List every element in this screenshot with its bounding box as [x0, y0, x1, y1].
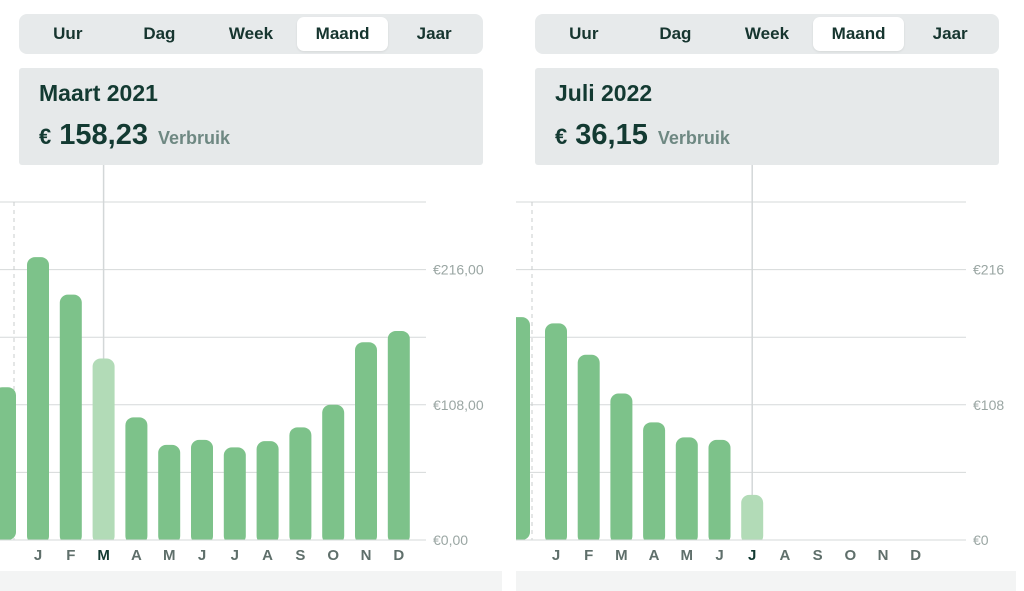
y-tick-label: €216	[973, 262, 1004, 278]
x-tick-label: M	[97, 547, 110, 564]
tooltip-label: Verbruik	[657, 128, 730, 148]
tab-week[interactable]: Week	[744, 24, 790, 43]
bar-5	[708, 439, 731, 544]
x-tick-label: J	[231, 547, 239, 564]
x-tick-label: J	[748, 547, 756, 564]
x-tick-label: N	[361, 547, 372, 564]
bar-7	[256, 441, 279, 544]
bar-8	[289, 427, 312, 544]
tooltip-amount: 36,15	[575, 119, 648, 151]
bar-4	[675, 437, 698, 544]
chart-panel-left: Uur Dag Week Maand Jaar €216,00 €108,00 €0…	[0, 0, 510, 591]
x-tick-label: N	[878, 547, 889, 564]
bar-6	[741, 494, 764, 544]
bar-0	[545, 323, 567, 544]
tooltip-period: Maart 2021	[39, 80, 158, 106]
bar-11	[387, 330, 410, 544]
bar-5	[191, 439, 213, 544]
bar-6	[223, 447, 246, 544]
bar-4	[158, 444, 181, 544]
tab-uur[interactable]: Uur	[569, 24, 599, 43]
bar-chart[interactable]: €216 €108 €0 J F M A M J J A S O N D	[516, 0, 1024, 591]
x-tick-label: J	[715, 547, 723, 564]
x-tick-label: A	[649, 547, 660, 564]
bar-0	[27, 257, 49, 544]
bar-chart[interactable]: €216,00 €108,00 €0,00 J F M A M J J A S O N D	[0, 0, 510, 591]
tab-dag[interactable]: Dag	[659, 24, 692, 43]
x-tick-label: F	[584, 547, 593, 564]
tooltip-card: Maart 2021 € 158,23 Verbruik	[19, 68, 483, 165]
x-tick-label: O	[327, 547, 339, 564]
bar-1	[59, 294, 82, 544]
footer-strip	[516, 571, 1016, 591]
bar-previous-year	[516, 317, 530, 540]
baseline-mask	[0, 540, 426, 546]
x-tick-label: S	[813, 547, 823, 564]
chart-panel-right: Uur Dag Week Maand Jaar €216 €108 €0 J F M A M J…	[516, 0, 1024, 591]
bar-9	[322, 404, 345, 544]
y-tick-label: €0,00	[433, 532, 468, 548]
tab-jaar[interactable]: Jaar	[932, 24, 968, 43]
bar-2	[610, 393, 633, 544]
period-tabs: Uur Dag Week Maand Jaar	[19, 14, 483, 54]
x-tick-label: J	[552, 547, 560, 564]
tab-jaar[interactable]: Jaar	[416, 24, 452, 43]
x-tick-label: D	[910, 547, 921, 564]
bar-3	[125, 417, 148, 544]
bar-2	[92, 358, 115, 544]
y-tick-label: €0	[973, 532, 989, 548]
x-tick-label: M	[163, 547, 176, 564]
x-tick-label: A	[262, 547, 273, 564]
x-tick-label: J	[198, 547, 206, 564]
x-tick-label: O	[844, 547, 856, 564]
x-tick-label: M	[615, 547, 628, 564]
tab-week[interactable]: Week	[228, 24, 274, 43]
x-tick-label: A	[131, 547, 142, 564]
y-tick-label: €108	[973, 397, 1004, 413]
tooltip-amount: 158,23	[59, 119, 148, 151]
x-tick-label: F	[66, 547, 75, 564]
tooltip-currency: €	[555, 124, 568, 149]
tooltip-currency: €	[39, 124, 52, 149]
tooltip-card: Juli 2022 € 36,15 Verbruik	[535, 68, 999, 165]
tab-dag[interactable]: Dag	[143, 24, 176, 43]
x-tick-label: S	[295, 547, 305, 564]
y-tick-label: €108,00	[433, 397, 484, 413]
x-tick-label: A	[779, 547, 790, 564]
tooltip-period: Juli 2022	[555, 80, 653, 106]
x-tick-label: J	[34, 547, 42, 564]
tooltip-label: Verbruik	[157, 128, 230, 148]
bar-10	[355, 342, 377, 544]
tab-uur[interactable]: Uur	[53, 24, 83, 43]
period-tabs: Uur Dag Week Maand Jaar	[535, 14, 999, 54]
x-tick-label: D	[393, 547, 404, 564]
bar-1	[577, 354, 600, 544]
bar-3	[643, 422, 666, 544]
bar-previous-year	[0, 387, 16, 540]
tab-maand[interactable]: Maand	[296, 17, 389, 51]
x-tick-label: M	[681, 547, 694, 564]
footer-strip	[0, 571, 502, 591]
y-tick-label: €216,00	[433, 262, 484, 278]
tab-maand[interactable]: Maand	[812, 17, 905, 51]
baseline-mask	[516, 540, 966, 546]
